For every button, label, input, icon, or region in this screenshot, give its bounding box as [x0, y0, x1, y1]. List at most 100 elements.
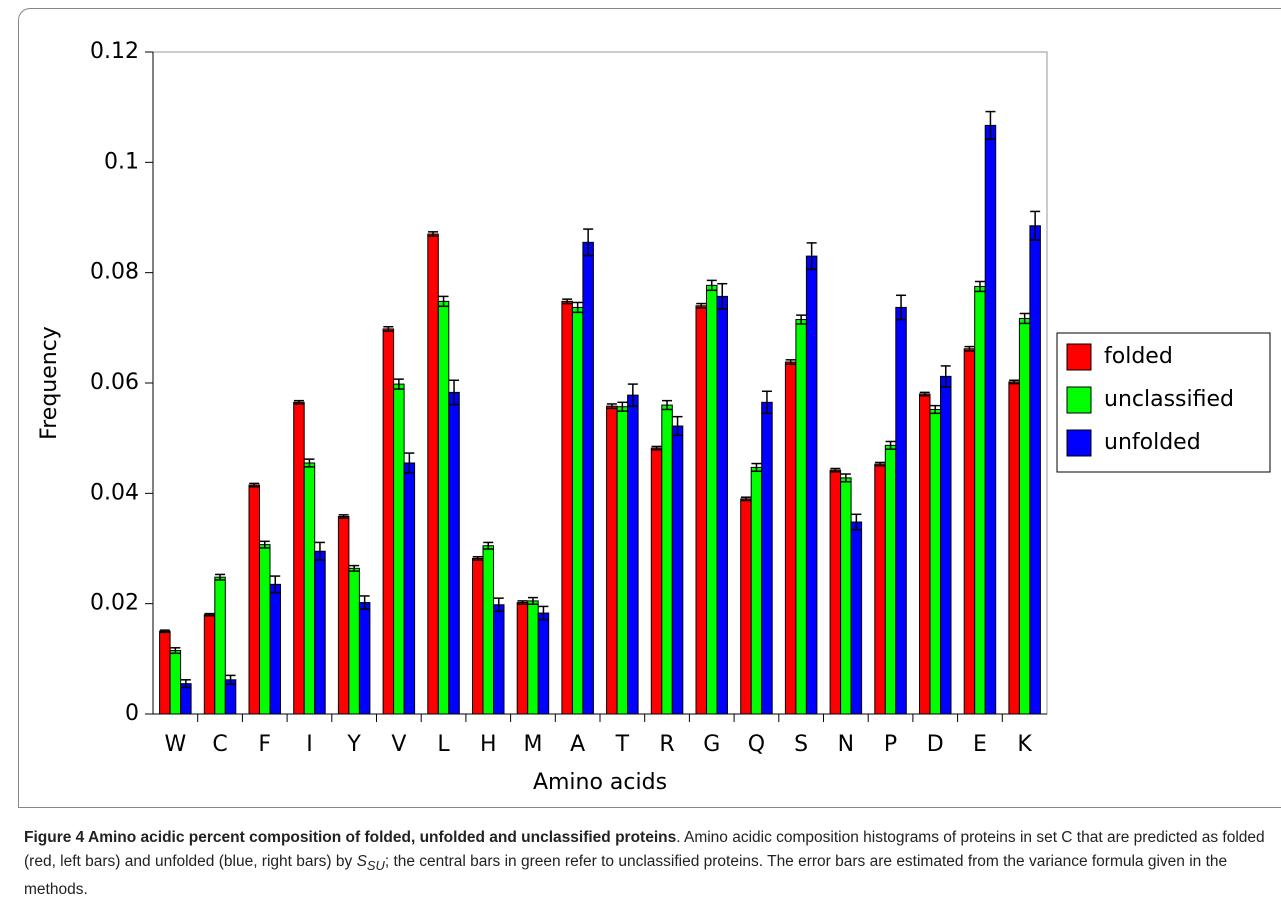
- bar: [840, 477, 852, 715]
- x-tick-label: F: [258, 732, 271, 757]
- bar: [403, 462, 416, 715]
- y-tick-label: 0.1: [104, 149, 139, 174]
- bar: [874, 463, 886, 715]
- bar: [884, 444, 897, 715]
- caption: Figure 4 Amino acidic percent compositio…: [24, 826, 1274, 902]
- error-bar: [562, 298, 573, 305]
- error-bar: [225, 674, 236, 685]
- error-bar: [617, 401, 628, 412]
- bar: [671, 425, 684, 715]
- bar: [303, 462, 316, 715]
- bar: [448, 391, 460, 715]
- figure-frame: [18, 8, 1281, 808]
- error-bar: [393, 378, 404, 390]
- error-bar: [940, 365, 951, 388]
- bar: [314, 550, 326, 715]
- x-tick-label: G: [703, 732, 720, 757]
- error-bar: [404, 452, 415, 474]
- error-bar: [651, 445, 662, 451]
- error-bar: [259, 540, 270, 549]
- bar: [761, 401, 773, 715]
- bar: [805, 255, 818, 715]
- bar: [716, 295, 728, 715]
- bar: [919, 393, 931, 715]
- caption-text: . Amino acidic composition histograms of…: [24, 829, 1265, 870]
- bar: [740, 498, 752, 715]
- error-bar: [840, 473, 851, 483]
- error-bar: [761, 390, 772, 415]
- bar: [571, 306, 584, 715]
- error-bar: [964, 345, 975, 352]
- y-tick-label: 0: [125, 701, 139, 726]
- bar: [248, 484, 260, 715]
- bar: [895, 306, 907, 715]
- error-bar: [930, 404, 941, 415]
- error-bar: [428, 231, 439, 238]
- y-tick-label: 0.02: [90, 591, 139, 616]
- bar: [437, 300, 450, 715]
- error-bar: [785, 359, 796, 365]
- legend-label: unfolded: [1104, 430, 1201, 455]
- error-bar: [851, 513, 862, 531]
- error-bar: [919, 391, 930, 397]
- error-bar: [672, 415, 683, 437]
- error-bar: [383, 325, 394, 332]
- x-tick-label: R: [659, 732, 674, 757]
- x-tick-label: W: [164, 732, 186, 757]
- y-tick-label: 0.04: [90, 480, 139, 505]
- bar: [348, 567, 360, 715]
- error-bar: [304, 458, 315, 468]
- bar: [269, 583, 281, 715]
- y-tick-label: 0.06: [90, 370, 139, 395]
- caption-text: ; the central bars in green refer to unc…: [24, 853, 1228, 899]
- bar: [537, 612, 550, 715]
- bar: [516, 602, 529, 715]
- error-bar: [662, 399, 673, 411]
- bar: [706, 284, 718, 715]
- bar: [661, 404, 673, 715]
- error-bar: [349, 564, 360, 572]
- x-tick-label: V: [391, 732, 406, 757]
- legend-swatch: [1066, 386, 1092, 414]
- legend-swatch: [1066, 429, 1092, 457]
- bar: [650, 447, 663, 715]
- error-bar: [538, 605, 549, 621]
- bar: [963, 348, 976, 715]
- error-bar: [215, 573, 226, 581]
- bar: [929, 408, 941, 715]
- bar: [203, 614, 216, 715]
- caption-subscript: SU: [366, 858, 385, 874]
- error-bar: [875, 461, 886, 467]
- error-bar: [830, 467, 841, 473]
- bar: [850, 521, 863, 715]
- bar: [493, 604, 505, 715]
- error-bar: [359, 595, 370, 610]
- error-bar: [985, 110, 996, 140]
- plot-area: [152, 51, 1048, 715]
- error-bar: [627, 383, 638, 407]
- bar: [795, 319, 807, 715]
- error-bar: [249, 482, 260, 488]
- error-bar: [717, 282, 728, 310]
- x-tick-label: C: [212, 732, 227, 757]
- error-bar: [796, 314, 807, 325]
- x-tick-label: P: [884, 732, 897, 757]
- error-bar: [751, 462, 762, 473]
- error-bar: [472, 556, 483, 561]
- bar: [616, 406, 629, 715]
- x-tick-label: D: [927, 732, 944, 757]
- error-bar: [896, 294, 907, 321]
- bar: [561, 300, 573, 715]
- y-axis-label: Frequency: [37, 326, 62, 440]
- error-bar: [527, 596, 538, 605]
- bar: [750, 466, 763, 715]
- error-bar: [517, 600, 528, 605]
- legend-label: unclassified: [1104, 387, 1234, 412]
- bar: [169, 650, 182, 715]
- error-bar: [1019, 312, 1030, 325]
- error-bar: [314, 541, 325, 561]
- bar: [940, 375, 952, 715]
- bar: [337, 516, 350, 715]
- bar: [358, 602, 371, 715]
